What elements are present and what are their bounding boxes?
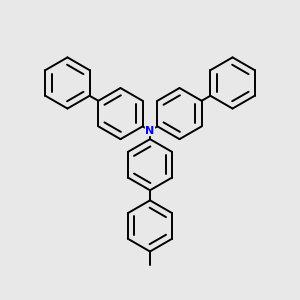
Text: N: N	[146, 126, 154, 136]
